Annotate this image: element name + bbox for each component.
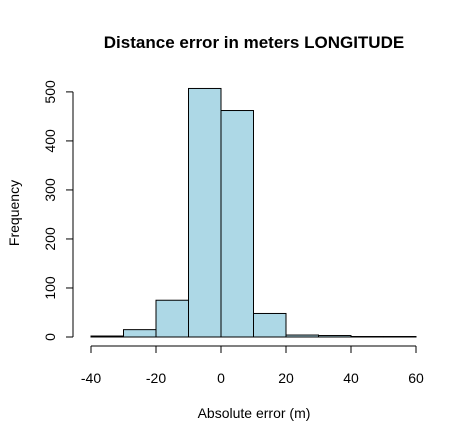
x-tick-label-3: 20 [278, 370, 294, 386]
histogram-bar-3 [188, 87, 222, 338]
x-tick-label-2: 0 [217, 370, 225, 386]
chart-title: Distance error in meters LONGITUDE [104, 33, 404, 52]
x-tick-label-5: 60 [408, 370, 424, 386]
histogram-bar-1 [123, 329, 157, 338]
bars-group [90, 87, 417, 338]
y-tick-label-5: 500 [42, 80, 58, 104]
histogram-bar-8 [350, 336, 384, 338]
x-axis-label: Absolute error (m) [198, 405, 311, 421]
y-tick-label-2: 200 [42, 227, 58, 251]
y-axis-label: Frequency [6, 180, 22, 246]
histogram-bar-5 [253, 312, 287, 338]
histogram-bar-4 [220, 110, 254, 338]
y-tick-label-1: 100 [42, 276, 58, 300]
x-tick-label-4: 40 [343, 370, 359, 386]
x-axis: -40 -20 0 20 40 60 [81, 345, 424, 386]
histogram-bar-2 [155, 299, 189, 338]
x-tick-label-1: -20 [146, 370, 166, 386]
histogram-bar-7 [318, 335, 352, 338]
y-tick-label-0: 0 [42, 333, 58, 341]
y-axis: 0 100 200 300 400 500 [42, 80, 74, 341]
histogram-bar-0 [90, 335, 124, 338]
histogram-bar-9 [383, 336, 417, 338]
x-tick-label-0: -40 [81, 370, 101, 386]
histogram-bar-6 [285, 334, 319, 338]
y-tick-label-4: 400 [42, 129, 58, 153]
y-tick-label-3: 300 [42, 178, 58, 202]
